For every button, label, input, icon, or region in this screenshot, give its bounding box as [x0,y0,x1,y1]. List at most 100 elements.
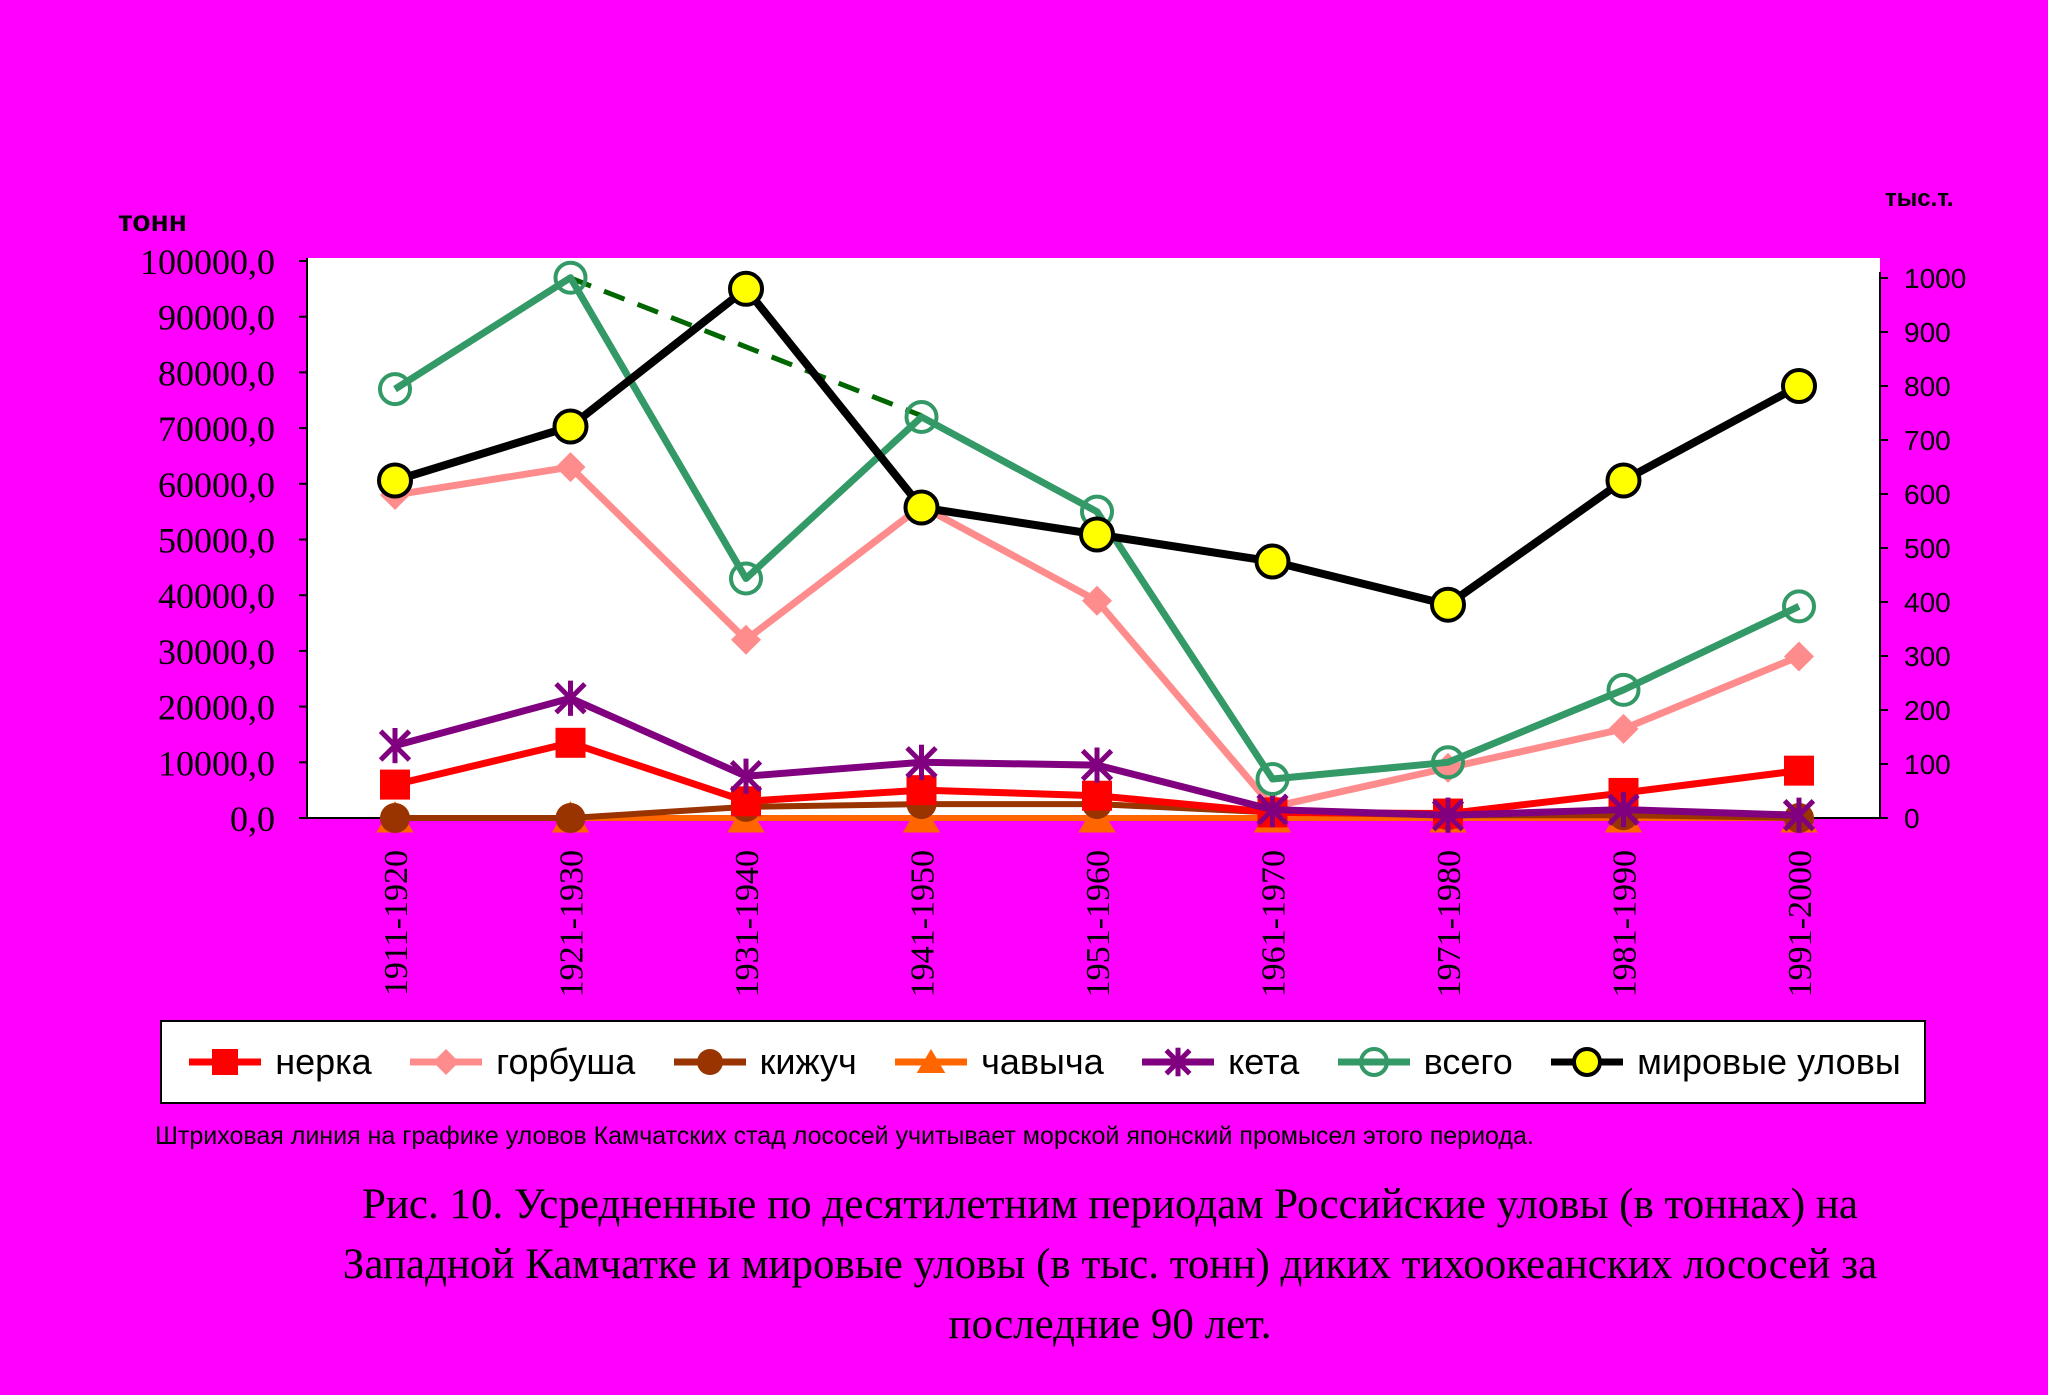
data-point [1431,797,1465,833]
legend-item: кета [1138,1041,1299,1083]
legend-swatch [1142,1047,1215,1077]
legend-swatch [189,1049,262,1075]
data-point [1781,368,1817,404]
legend-swatch-marker [212,1049,239,1075]
data-point [555,803,586,833]
y-right-tick-label: 0 [1904,803,1920,834]
series-layer [376,260,1818,833]
legend-label: кижуч [759,1041,857,1082]
data-point [904,399,939,434]
data-point [378,727,412,764]
legend-item: нерка [185,1041,372,1083]
legend-item: всего [1334,1041,1513,1083]
data-point [731,624,761,655]
y-left-axis-label: тонн [118,205,187,238]
legend-swatch [1337,1047,1410,1077]
x-tick-label: 1941-1950 [905,850,942,997]
y-left-tick-label: 50000,0 [158,521,275,561]
data-point [377,462,413,499]
figure-caption: Рис. 10. Усредненные по десятилетним пер… [342,1181,1878,1348]
y-right-tick-label: 200 [1904,695,1951,726]
data-point [380,769,410,800]
data-point [1254,543,1291,580]
data-point [554,680,587,716]
legend-item: кижуч [670,1041,857,1083]
y-right-tick-label: 300 [1904,641,1951,672]
data-point [553,260,588,295]
y-left-tick-label: 100000,0 [140,242,275,282]
y-right-tick-label: 700 [1904,425,1951,456]
data-point [729,758,763,794]
legend-label: чавыча [981,1041,1104,1082]
data-point [1605,462,1642,499]
y-left-tick-label: 60000,0 [158,465,275,505]
data-point [555,727,586,758]
x-tick-label: 1951-1960 [1080,850,1117,997]
y-right-tick-label: 400 [1904,587,1951,618]
data-point [1784,755,1814,786]
y-left-tick-label: 0,0 [230,799,275,839]
legend-swatch-marker [1164,1047,1192,1077]
chart-note: Штриховая линия на графике уловов Камчат… [155,1122,1534,1150]
y-left-tick-label: 30000,0 [158,632,275,672]
y-left-tick-label: 20000,0 [158,688,275,728]
x-tick-label: 1971-1980 [1431,850,1468,997]
series-wk-4 [378,680,1816,833]
x-tick-label: 1991-2000 [1782,850,1819,997]
y-right-tick-label: 500 [1904,533,1951,564]
data-point [1431,745,1465,780]
legend-label: мировые уловы [1637,1041,1901,1082]
axes: 0,0 10000,0 20000,0 30000,0 40000,0 50000,0 60… [140,242,1966,997]
x-tick-label: 1981-1990 [1607,850,1644,997]
data-point [903,489,940,526]
data-point [729,561,763,596]
data-point [1080,747,1114,783]
data-point [1256,792,1289,828]
x-tick-label: 1921-1930 [554,850,591,997]
x-tick-label: 1961-1970 [1256,850,1293,997]
y-right-tick-label: 1000 [1904,263,1966,294]
legend-label: всего [1423,1041,1513,1082]
data-point [378,372,412,407]
data-point [1079,516,1115,553]
legend-item: чавыча [891,1041,1104,1083]
dashed-line-layer [569,275,923,419]
y-right-tick-label: 600 [1904,479,1951,510]
data-point [380,803,410,833]
legend: нерка горбуша кижуч чавыча кета всего мировые … [160,1020,1926,1104]
legend-swatch-marker [1572,1047,1603,1077]
data-point [1082,585,1112,616]
legend-swatch-marker [433,1049,460,1075]
y-left-tick-label: 40000,0 [158,576,275,616]
legend-item: горбуша [406,1041,635,1083]
data-point [906,775,937,806]
legend-swatch [895,1049,968,1074]
data-point [1784,641,1814,672]
legend-swatch-marker [1358,1047,1389,1077]
legend-item: мировые уловы [1547,1041,1901,1083]
data-point [1782,797,1816,833]
legend-label: кета [1228,1041,1300,1082]
x-tick-label: 1911-1920 [378,850,415,996]
y-left-tick-label: 90000,0 [158,298,275,338]
dashed-line [569,275,923,419]
y-left-tick-label: 80000,0 [158,353,275,393]
data-point [728,270,764,307]
data-point [1430,586,1466,623]
y-left-tick-label: 10000,0 [158,743,275,783]
series-world-catch [377,270,1817,623]
legend-label: горбуша [496,1041,636,1082]
data-point [555,452,586,483]
data-point [905,744,938,780]
x-tick-label: 1931-1940 [729,850,766,997]
data-point [552,408,589,445]
data-point [1255,762,1290,797]
y-left-tick-label: 70000,0 [158,409,275,449]
y-right-tick-label: 900 [1904,317,1951,348]
y-right-tick-label: 100 [1904,749,1951,780]
y-right-axis-label: тыс.т. [1885,185,1954,212]
data-point [1608,713,1639,744]
y-right-tick-label: 800 [1904,371,1951,402]
legend-swatch [1551,1047,1624,1077]
